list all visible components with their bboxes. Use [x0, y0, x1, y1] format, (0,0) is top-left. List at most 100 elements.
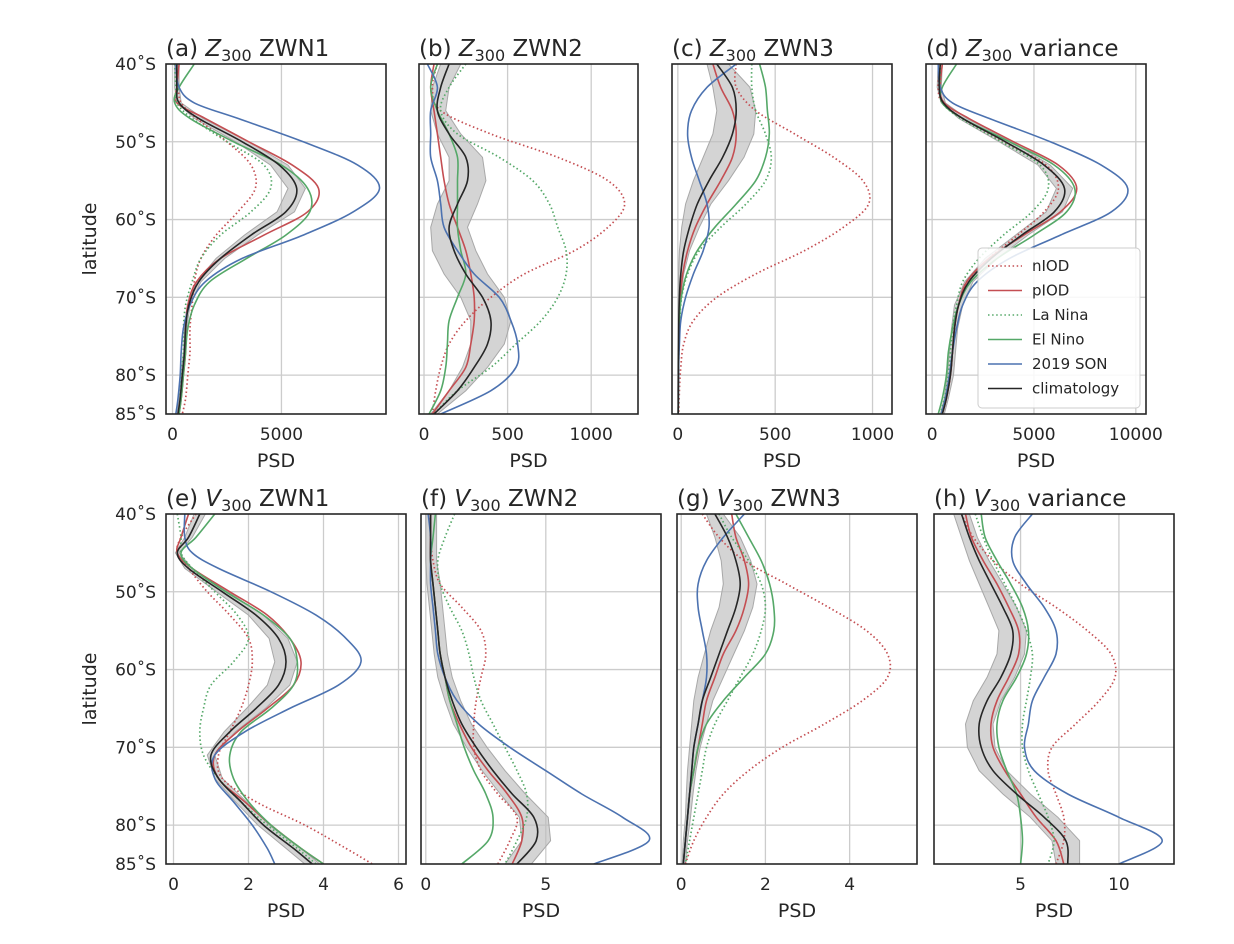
- grid-g: [677, 514, 917, 864]
- x-axis-label: PSD: [257, 450, 295, 472]
- series-climatology-line: [960, 514, 1069, 864]
- grid-h: [934, 514, 1174, 864]
- series-niod-line: [429, 514, 519, 864]
- panel-title: (f) V300 ZWN2: [421, 486, 578, 515]
- plot-area-c: [677, 64, 871, 414]
- panel-title: (c) Z300 ZWN3: [672, 36, 834, 65]
- series-2019-son-line: [175, 64, 381, 414]
- axes-frame: [165, 63, 387, 415]
- x-axis-label: PSD: [267, 900, 305, 922]
- panel-title: (b) Z300 ZWN2: [419, 36, 583, 65]
- y-tick-label: 40˚S: [115, 54, 156, 75]
- y-tick-label: 50˚S: [115, 582, 156, 603]
- panel-h: 5 10 PSD (h) V300 variance: [933, 486, 1175, 922]
- plot-area-g: [681, 514, 892, 864]
- legend-label: El Nino: [1032, 331, 1085, 349]
- panel-a: 0 5000 PSD 40˚S 50˚S 60˚S 70˚S 80˚S 85˚S latitude…: [79, 36, 387, 472]
- x-axis-label: PSD: [763, 450, 801, 472]
- series-climatology-line: [433, 64, 492, 414]
- x-tick-label: 0: [420, 875, 431, 895]
- axes-frame: [933, 513, 1175, 865]
- y-tick-label: 85˚S: [115, 854, 156, 875]
- y-axis-label: latitude: [79, 203, 101, 276]
- plot-area-d: [936, 64, 1129, 414]
- series-climatology-line: [938, 64, 1066, 414]
- climatology-spread-band: [677, 64, 757, 414]
- grid-f: [421, 514, 661, 864]
- x-tick-label: 2: [760, 875, 771, 895]
- axes-frame: [165, 513, 407, 865]
- x-tick-label: 500: [759, 425, 791, 445]
- x-tick-label: 0: [419, 425, 430, 445]
- y-tick-label: 80˚S: [115, 815, 156, 836]
- climatology-spread-band: [936, 64, 1074, 414]
- climatology-spread-band: [953, 514, 1081, 864]
- axes-frame: [676, 513, 918, 865]
- series-el-nino-line: [428, 64, 467, 414]
- grid-a: [166, 64, 386, 414]
- x-axis-label: PSD: [1017, 450, 1055, 472]
- series-la-nina-line: [433, 64, 568, 414]
- axes-frame: [671, 63, 893, 415]
- series-climatology-line: [176, 514, 313, 864]
- series-2019-son-line: [1010, 514, 1164, 864]
- series-la-nina-line: [974, 514, 1055, 864]
- axes-frame: [418, 63, 639, 415]
- panel-title: (h) V300 variance: [934, 486, 1126, 515]
- panel-e: 0 2 4 6 PSD 40˚S 50˚S 60˚S 70˚S 80˚S 85˚S latitude (…: [79, 486, 407, 922]
- series-climatology-line: [677, 64, 738, 414]
- series-niod-line: [960, 514, 1117, 864]
- climatology-spread-band: [174, 64, 306, 414]
- y-tick-label: 50˚S: [115, 132, 156, 153]
- x-axis-label: PSD: [509, 450, 547, 472]
- plot-area-f: [425, 514, 651, 864]
- series-climatology-line: [429, 514, 539, 864]
- panel-f: 0 5 PSD (f) V300 ZWN2: [420, 486, 662, 922]
- x-tick-label: 500: [491, 425, 523, 445]
- series-el-nino-line: [173, 64, 313, 414]
- legend: nIOD pIOD La Nina El Nino 2019 SON climatolog…: [977, 247, 1141, 409]
- series-el-nino-line: [180, 514, 324, 864]
- panel-title: (a) Z300 ZWN1: [166, 36, 329, 65]
- plot-area-e: [174, 514, 373, 864]
- series-climatology-line: [175, 64, 298, 414]
- series-niod-line: [684, 514, 892, 864]
- climatology-spread-band: [425, 514, 552, 864]
- x-tick-label: 6: [393, 875, 404, 895]
- legend-label: climatology: [1032, 380, 1119, 398]
- x-tick-label: 5000: [260, 425, 303, 445]
- y-tick-label: 80˚S: [115, 365, 156, 386]
- panel-title: (d) Z300 variance: [926, 36, 1119, 65]
- series-la-nina-line: [436, 514, 529, 864]
- x-tick-label: 0: [168, 875, 179, 895]
- y-tick-label: 60˚S: [115, 210, 156, 231]
- x-tick-label: 4: [844, 875, 855, 895]
- panel-g: 0 2 4 PSD (g) V300 ZWN3: [676, 486, 918, 922]
- legend-label: 2019 SON: [1032, 355, 1108, 373]
- y-axis-label: latitude: [79, 653, 101, 726]
- series-la-nina-line: [677, 64, 773, 414]
- legend-box: [977, 247, 1141, 409]
- x-axis-label: PSD: [778, 900, 816, 922]
- x-tick-label: 1000: [851, 425, 894, 445]
- series-2019-son-line: [427, 514, 651, 864]
- x-tick-label: 10: [1108, 875, 1130, 895]
- climatology-spread-band: [174, 514, 321, 864]
- legend-label: nIOD: [1032, 257, 1069, 275]
- x-tick-label: 5: [540, 875, 551, 895]
- panel-c: 0 500 1000 PSD (c) Z300 ZWN3: [671, 36, 894, 472]
- axes-frame: [925, 63, 1147, 415]
- x-tick-label: 5: [1015, 875, 1026, 895]
- x-tick-label: 5000: [1012, 425, 1055, 445]
- x-tick-label: 10000: [1109, 425, 1163, 445]
- y-tick-label: 60˚S: [115, 660, 156, 681]
- y-tick-label: 85˚S: [115, 404, 156, 425]
- plot-area-b: [426, 64, 626, 414]
- y-tick-label: 70˚S: [115, 287, 156, 308]
- x-tick-label: 2: [243, 875, 254, 895]
- x-tick-label: 0: [672, 425, 683, 445]
- plot-area-h: [953, 514, 1164, 864]
- x-tick-label: 0: [167, 425, 178, 445]
- series-piod-line: [964, 514, 1065, 864]
